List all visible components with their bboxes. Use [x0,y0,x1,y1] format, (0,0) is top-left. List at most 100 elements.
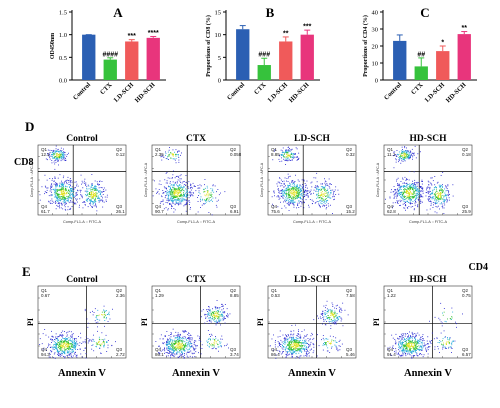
event-dot [404,147,406,149]
event-dot [428,184,430,186]
event-dot [409,199,411,201]
quadrant-id: Q1 [271,288,278,293]
event-dot [190,350,192,352]
event-dot [286,200,288,201]
event-dot [72,193,74,195]
event-dot [416,181,418,183]
event-dot [172,196,174,198]
event-dot [172,188,174,190]
event-dot [443,199,445,201]
event-dot [178,157,180,158]
event-dot [310,189,312,191]
event-dot [101,343,103,345]
event-dot [287,181,289,182]
event-dot [342,325,344,327]
event-dot [74,187,76,189]
event-dot [297,204,299,206]
event-dot [63,352,65,353]
event-dot [53,153,55,155]
event-dot [47,159,48,161]
event-dot [175,192,176,194]
event-dot [217,316,219,318]
event-dot [323,316,325,318]
event-dot [211,199,212,201]
event-dot [407,151,409,152]
event-dot [398,154,399,156]
event-dot [170,340,172,342]
event-dot [288,349,289,350]
event-dot [59,150,61,152]
event-dot [179,350,181,351]
event-dot [286,335,287,337]
event-dot [306,348,308,350]
event-dot [399,153,401,155]
event-dot [308,346,310,347]
event-dot [179,196,180,197]
event-dot [63,345,65,347]
event-dot [322,199,324,201]
event-dot [205,199,207,200]
event-dot [297,195,299,197]
event-dot [298,333,300,335]
event-dot [169,203,170,204]
event-dot [206,194,208,196]
event-dot [55,199,57,201]
event-dot [169,191,170,193]
event-dot [211,343,213,345]
event-dot [183,195,184,197]
event-dot [322,317,324,318]
event-dot [168,353,170,354]
event-dot [434,199,436,201]
event-dot [183,192,184,194]
event-dot [58,352,59,354]
event-dot [180,346,182,348]
event-dot [312,200,314,202]
event-dot [182,189,184,191]
event-dot [60,349,62,351]
event-dot [51,154,52,155]
event-dot [70,335,72,337]
event-dot [287,344,289,346]
event-dot [39,344,41,345]
event-dot [416,188,418,190]
event-dot [287,152,289,154]
event-dot [333,340,335,342]
event-dot [296,340,298,342]
event-dot [437,196,439,198]
event-dot [339,339,341,341]
event-dot [61,191,63,193]
event-dot [292,203,294,204]
event-dot [62,197,64,198]
event-dot [428,181,430,183]
event-dot [175,188,177,190]
event-dot [173,351,175,352]
event-dot [336,342,338,343]
event-dot [169,341,171,343]
event-dot [435,191,436,193]
event-dot [396,178,398,180]
event-dot [398,190,400,192]
event-dot [180,348,182,350]
event-dot [331,313,333,315]
event-dot [71,350,73,352]
event-dot [167,339,168,341]
event-dot [401,200,403,202]
event-dot [436,198,438,200]
event-dot [293,339,295,341]
event-dot [452,195,454,197]
event-dot [57,150,59,152]
event-dot [171,205,172,207]
significance-label: **** [148,30,159,37]
event-dot [105,334,107,336]
event-dot [273,190,275,192]
event-dot [299,184,301,186]
event-dot [273,205,274,207]
event-dot [180,193,182,195]
event-dot [197,335,199,337]
event-dot [161,201,163,202]
event-dot [179,192,181,194]
event-dot [168,193,170,195]
quadrant-value: 61.7 [41,209,50,214]
event-dot [61,189,63,190]
event-dot [325,192,327,194]
